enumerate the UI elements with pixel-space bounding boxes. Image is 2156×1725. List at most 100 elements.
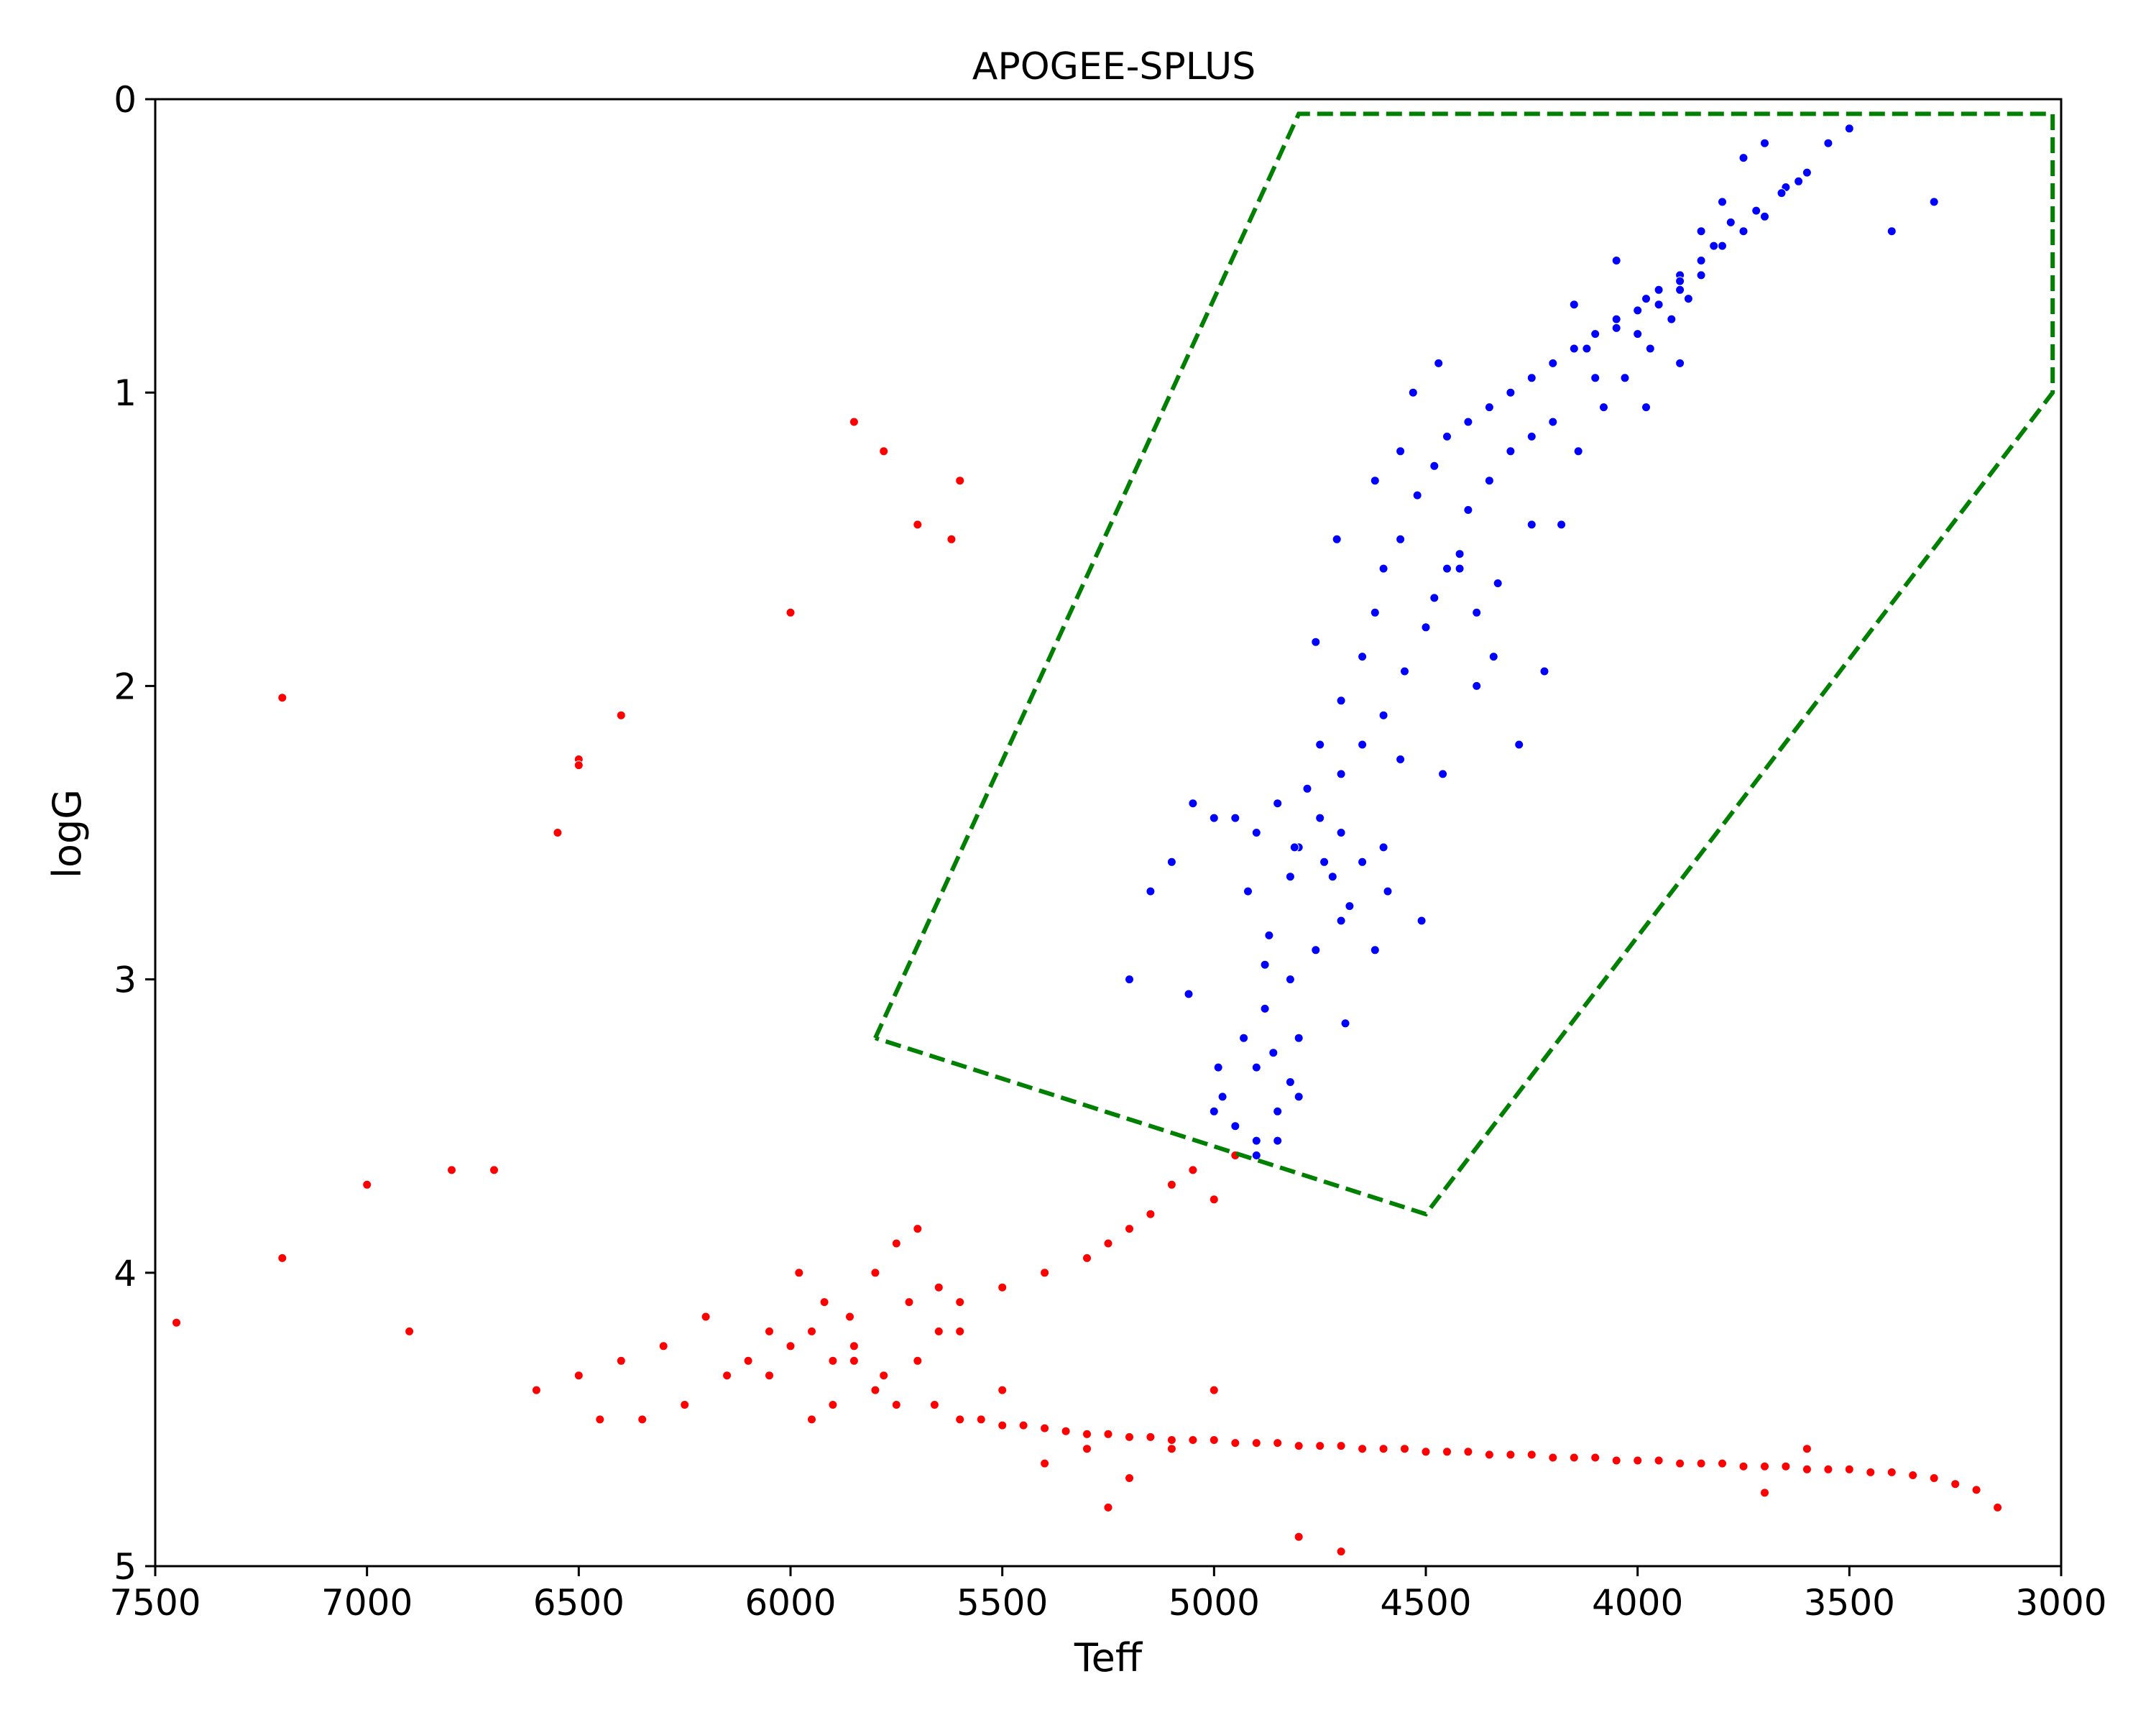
data-point (1315, 813, 1325, 823)
data-point (1950, 1479, 1961, 1489)
data-point (1294, 1033, 1304, 1043)
chart-title: APOGEE-SPLUS (972, 45, 1256, 88)
data-point (1696, 270, 1706, 280)
data-point (553, 828, 563, 837)
data-point (1751, 206, 1761, 216)
data-point (1488, 652, 1498, 662)
data-point (1340, 1018, 1350, 1029)
data-point (1463, 417, 1473, 427)
data-point (1557, 520, 1567, 530)
data-point (1294, 1441, 1304, 1451)
data-point (1400, 1444, 1409, 1454)
data-point (1370, 607, 1380, 617)
data-point (1442, 431, 1452, 441)
data-point (1184, 989, 1194, 999)
data-point (807, 1414, 816, 1425)
data-point (1472, 607, 1482, 617)
data-point (1484, 476, 1494, 486)
data-point (1400, 666, 1409, 676)
data-point (1718, 1458, 1727, 1468)
x-tick-label: 3500 (1804, 1582, 1895, 1624)
data-point (1667, 314, 1677, 324)
data-point (1251, 1438, 1261, 1448)
data-point (1103, 1502, 1113, 1512)
data-point (1294, 1532, 1304, 1542)
data-point (1336, 1441, 1346, 1451)
data-point (362, 1179, 372, 1190)
data-point (1209, 1385, 1219, 1395)
data-point (489, 1165, 499, 1175)
selection-polygon (873, 111, 2055, 1217)
data-point (1230, 813, 1240, 823)
data-point (819, 1297, 829, 1307)
data-point (1285, 872, 1295, 882)
data-point (1611, 256, 1621, 265)
x-tick-label: 5500 (957, 1582, 1048, 1624)
data-point (1358, 740, 1368, 750)
data-point (405, 1326, 415, 1336)
data-point (447, 1165, 456, 1175)
data-point (1358, 1444, 1368, 1454)
data-point (1582, 344, 1592, 354)
data-point (1251, 1136, 1261, 1146)
data-point (1302, 783, 1312, 794)
data-point (1611, 314, 1621, 324)
data-point (1103, 1238, 1113, 1248)
y-axis: 0 1 2 3 4 5 (114, 79, 155, 1588)
data-point (1378, 1444, 1388, 1454)
data-point (1455, 564, 1465, 574)
data-point (904, 1297, 914, 1307)
data-point (1802, 1464, 1812, 1474)
data-point (1569, 300, 1579, 310)
x-tick-label: 7500 (109, 1582, 201, 1624)
data-point (1675, 285, 1685, 295)
data-point (1777, 188, 1787, 198)
data-point (1709, 241, 1719, 251)
data-point (1166, 1444, 1176, 1454)
data-point (1683, 294, 1693, 304)
y-axis-label: logG (45, 789, 90, 878)
data-point (616, 1356, 626, 1366)
data-point (1493, 579, 1503, 588)
data-point (1472, 681, 1482, 691)
data-point (1633, 1455, 1643, 1466)
data-point (1442, 1447, 1452, 1457)
data-point (1463, 505, 1473, 515)
data-point (1396, 534, 1406, 544)
data-point (1429, 461, 1439, 471)
data-point (1611, 1455, 1621, 1466)
data-point (743, 1356, 753, 1366)
data-point (1886, 1467, 1897, 1477)
data-point (765, 1371, 774, 1381)
data-point (1082, 1253, 1092, 1263)
data-point (1294, 1092, 1304, 1102)
data-point (1506, 446, 1516, 456)
data-point (701, 1312, 711, 1322)
data-point (573, 760, 584, 770)
data-point (1506, 387, 1516, 397)
data-point (1866, 1467, 1876, 1477)
data-point (1633, 305, 1643, 316)
data-point (1675, 1458, 1685, 1468)
data-point (1209, 813, 1219, 823)
data-point (1264, 930, 1274, 940)
data-point (658, 1341, 668, 1351)
data-point (1514, 740, 1524, 750)
data-point (1823, 1464, 1833, 1474)
data-point (1378, 842, 1388, 852)
data-point (1273, 1106, 1283, 1116)
data-point (1040, 1458, 1050, 1468)
data-point (1146, 886, 1156, 896)
data-point (913, 1356, 923, 1366)
data-point (1760, 1461, 1769, 1471)
data-point (680, 1400, 690, 1409)
data-point (1311, 637, 1321, 647)
data-point (1463, 1447, 1473, 1457)
data-point (1760, 211, 1769, 221)
data-point (1289, 842, 1299, 852)
data-point (1929, 197, 1939, 207)
data-point (1718, 197, 1727, 207)
data-point (1146, 1432, 1156, 1442)
plot-frame (154, 98, 2063, 1568)
